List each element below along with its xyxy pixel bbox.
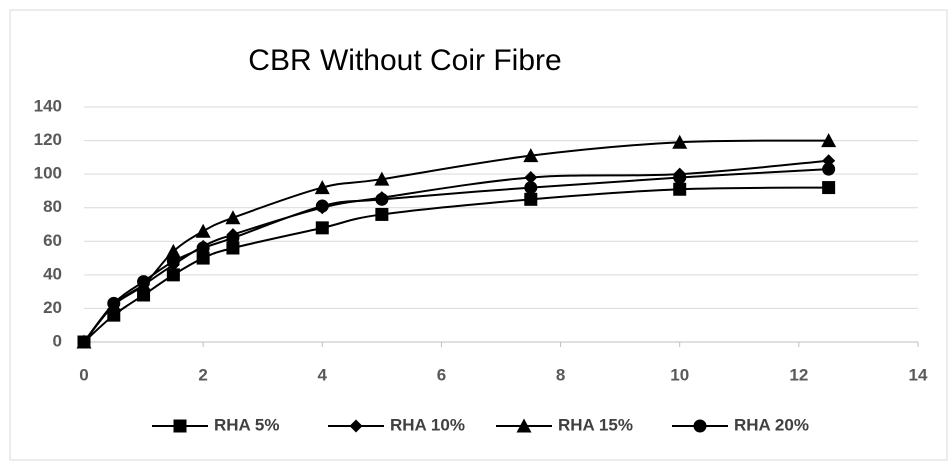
- chart-title: CBR Without Coir Fibre: [248, 44, 561, 77]
- marker: [226, 231, 240, 245]
- marker: [173, 419, 187, 433]
- marker: [822, 181, 836, 195]
- marker: [524, 192, 538, 206]
- chart-border: [9, 9, 948, 461]
- marker: [314, 180, 330, 195]
- legend-label: RHA 15%: [558, 415, 633, 434]
- marker: [524, 171, 538, 184]
- marker: [375, 192, 389, 206]
- marker: [673, 182, 687, 196]
- marker: [693, 419, 707, 433]
- marker: [226, 241, 240, 255]
- marker: [137, 275, 151, 289]
- marker: [524, 181, 538, 195]
- legend-label: RHA 10%: [390, 415, 465, 434]
- marker: [516, 418, 532, 433]
- y-tick-label: 40: [43, 264, 62, 283]
- x-tick-label: 4: [318, 365, 328, 384]
- marker: [374, 171, 390, 186]
- marker: [822, 162, 836, 176]
- marker: [166, 254, 180, 268]
- y-tick-label: 120: [34, 130, 62, 149]
- marker: [523, 148, 539, 163]
- x-tick-label: 0: [79, 365, 88, 384]
- marker: [166, 268, 180, 282]
- marker: [315, 199, 329, 213]
- y-tick-label: 100: [34, 164, 62, 183]
- y-tick-label: 80: [43, 197, 62, 216]
- legend-label: RHA 20%: [734, 415, 809, 434]
- marker: [672, 134, 688, 149]
- marker: [225, 210, 241, 225]
- legend-label: RHA 5%: [214, 415, 280, 434]
- x-tick-label: 6: [437, 365, 446, 384]
- marker: [821, 133, 837, 148]
- x-tick-label: 10: [670, 365, 689, 384]
- marker: [349, 419, 363, 433]
- marker: [375, 207, 389, 221]
- marker: [195, 223, 211, 238]
- marker: [196, 241, 210, 255]
- marker: [107, 308, 121, 322]
- y-tick-label: 60: [43, 231, 62, 250]
- y-tick-label: 140: [34, 96, 62, 115]
- y-tick-label: 20: [43, 298, 62, 317]
- marker: [673, 171, 687, 184]
- marker: [77, 335, 91, 349]
- y-tick-label: 0: [53, 331, 62, 350]
- marker: [315, 221, 329, 235]
- x-tick-label: 12: [789, 365, 808, 384]
- marker: [165, 243, 181, 258]
- marker: [107, 296, 121, 310]
- x-tick-label: 14: [909, 365, 928, 384]
- marker: [137, 288, 151, 302]
- x-tick-label: 2: [198, 365, 207, 384]
- x-tick-label: 8: [556, 365, 565, 384]
- marker: [196, 251, 210, 265]
